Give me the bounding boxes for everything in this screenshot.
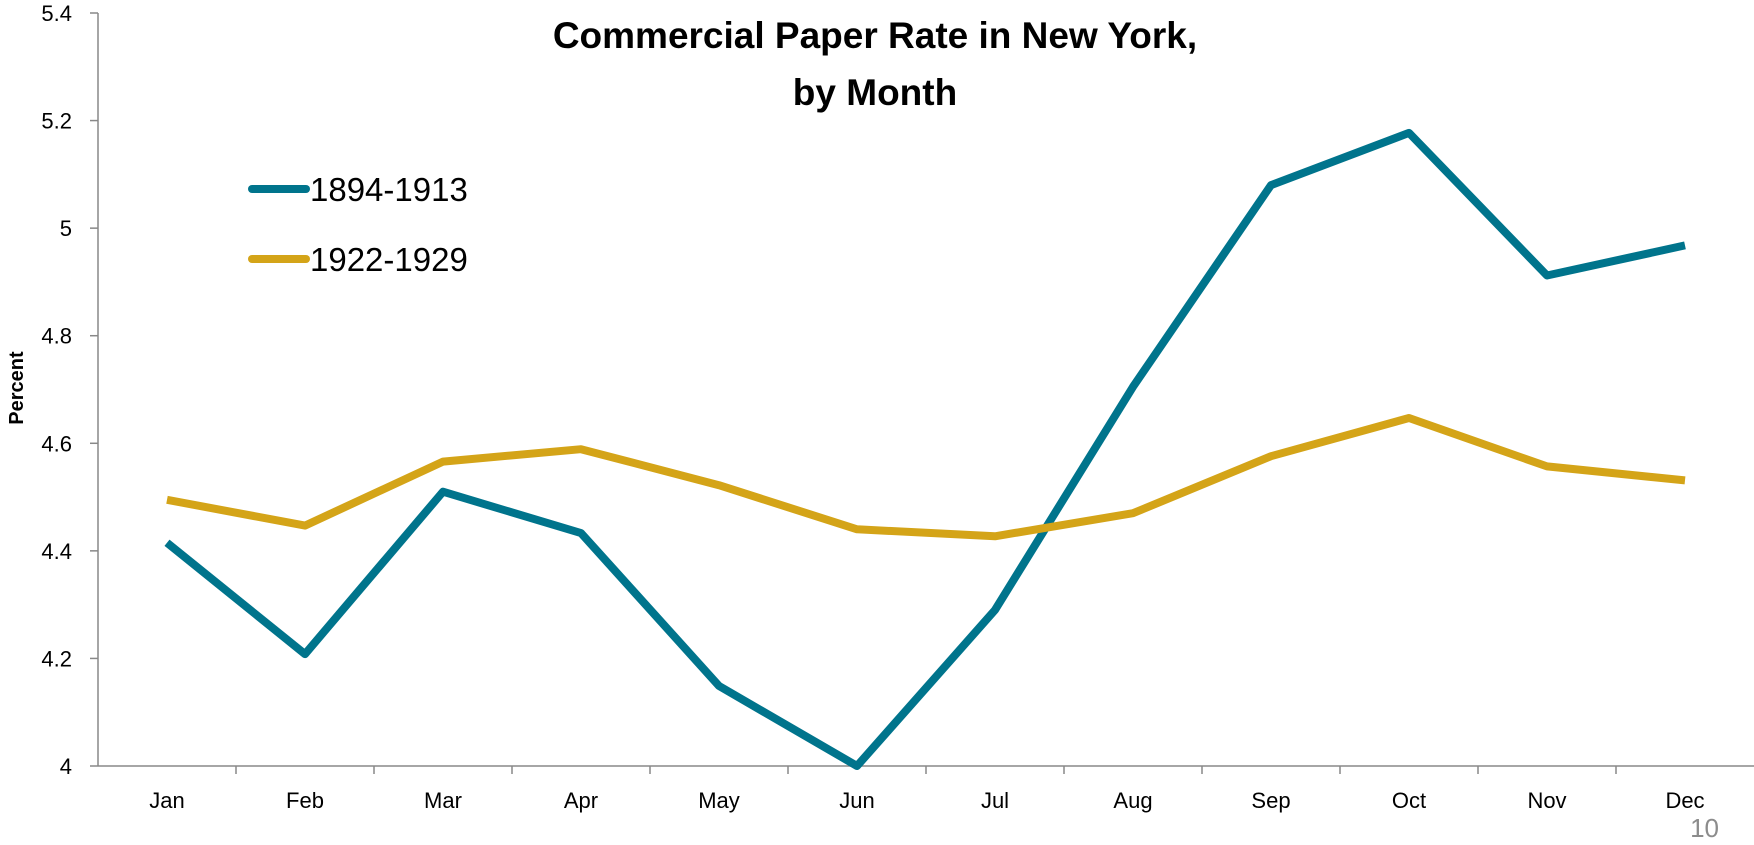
- legend-label-1894-1913: 1894-1913: [310, 171, 468, 208]
- x-tick-label: Jul: [981, 788, 1009, 813]
- x-tick-label: Feb: [286, 788, 324, 813]
- x-tick-label: Sep: [1251, 788, 1290, 813]
- y-tick-label: 4.4: [41, 539, 72, 564]
- x-tick-label: Mar: [424, 788, 462, 813]
- series-line-1894-1913: [164, 128, 1686, 770]
- y-tick-label: 4: [60, 754, 72, 779]
- y-tick-label: 4.8: [41, 324, 72, 349]
- y-tick-label: 4.6: [41, 431, 72, 456]
- x-tick-label: Oct: [1392, 788, 1426, 813]
- x-tick-label: Nov: [1527, 788, 1566, 813]
- chart-subtitle: by Month: [793, 72, 957, 113]
- legend-label-1922-1929: 1922-1929: [310, 241, 468, 278]
- axes: 4 4.2 4.4 4.6 4.8 5 5.2 5.4 Jan Feb Mar Apr May Jun Ju…: [41, 1, 1754, 813]
- x-tick-label: May: [698, 788, 740, 813]
- legend: 1894-1913 1922-1929: [248, 171, 468, 278]
- x-tick-label: Jun: [839, 788, 874, 813]
- page-number: 10: [1690, 813, 1719, 840]
- y-tick-label: 4.2: [41, 646, 72, 671]
- y-tick-label: 5: [60, 216, 72, 241]
- x-tick-label: Apr: [564, 788, 598, 813]
- x-tick-label: Dec: [1665, 788, 1704, 813]
- y-tick-label: 5.4: [41, 1, 72, 26]
- series-lines: [164, 128, 1686, 770]
- x-tick-label: Jan: [149, 788, 184, 813]
- x-tick-label: Aug: [1113, 788, 1152, 813]
- y-tick-label: 5.2: [41, 109, 72, 134]
- y-axis-title: Percent: [6, 351, 28, 425]
- chart-title: Commercial Paper Rate in New York,: [553, 15, 1197, 56]
- series-line-1922-1929: [166, 414, 1686, 541]
